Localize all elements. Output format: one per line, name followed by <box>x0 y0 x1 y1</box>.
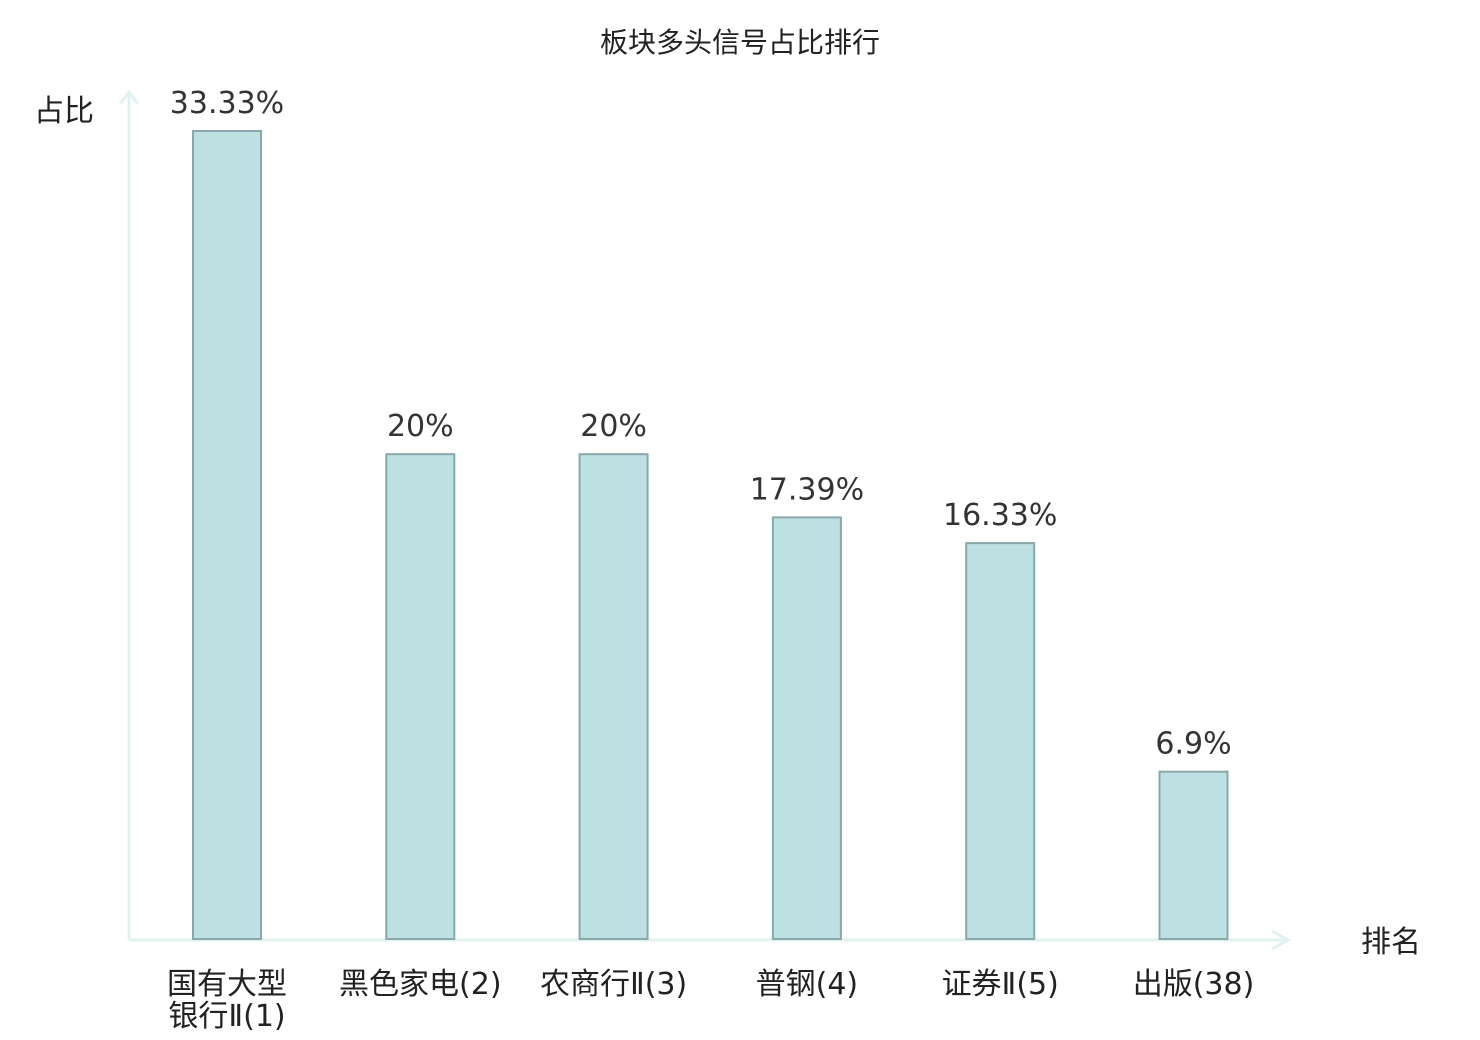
category-label-1-line-1: 国有大型 <box>167 967 287 1002</box>
bar-4 <box>771 516 842 941</box>
bar-3 <box>578 453 649 940</box>
axes <box>118 89 1292 951</box>
bar-1 <box>192 130 262 940</box>
category-label-4: 普钢(4) <box>756 967 859 1002</box>
category-label-3: 农商行Ⅱ(3) <box>540 967 687 1002</box>
y-axis-label: 占比 <box>34 94 94 129</box>
value-label-4: 17.39% <box>750 472 864 507</box>
value-labels-group: 33.33% 20% 20% 17.39% 16.33% 6.9% <box>170 86 1232 762</box>
bar-6 <box>1158 770 1229 941</box>
value-label-2: 20% <box>387 409 454 444</box>
x-axis-arrow <box>1271 929 1292 951</box>
bar-2 <box>385 453 456 940</box>
category-label-6: 出版(38) <box>1133 967 1255 1002</box>
category-label-1-line-2: 银行Ⅱ(1) <box>168 999 285 1034</box>
x-axis-label: 排名 <box>1361 925 1421 960</box>
y-axis-arrow <box>118 89 140 105</box>
value-label-3: 20% <box>580 409 647 444</box>
category-label-2: 黑色家电(2) <box>339 967 502 1002</box>
category-label-5: 证券Ⅱ(5) <box>942 967 1059 1002</box>
value-label-6: 6.9% <box>1155 727 1231 762</box>
value-label-1: 33.33% <box>170 86 284 121</box>
bars-group <box>192 130 1229 941</box>
value-label-5: 16.33% <box>943 498 1057 533</box>
chart-title: 板块多头信号占比排行 <box>600 26 880 59</box>
bar-5 <box>965 542 1036 940</box>
